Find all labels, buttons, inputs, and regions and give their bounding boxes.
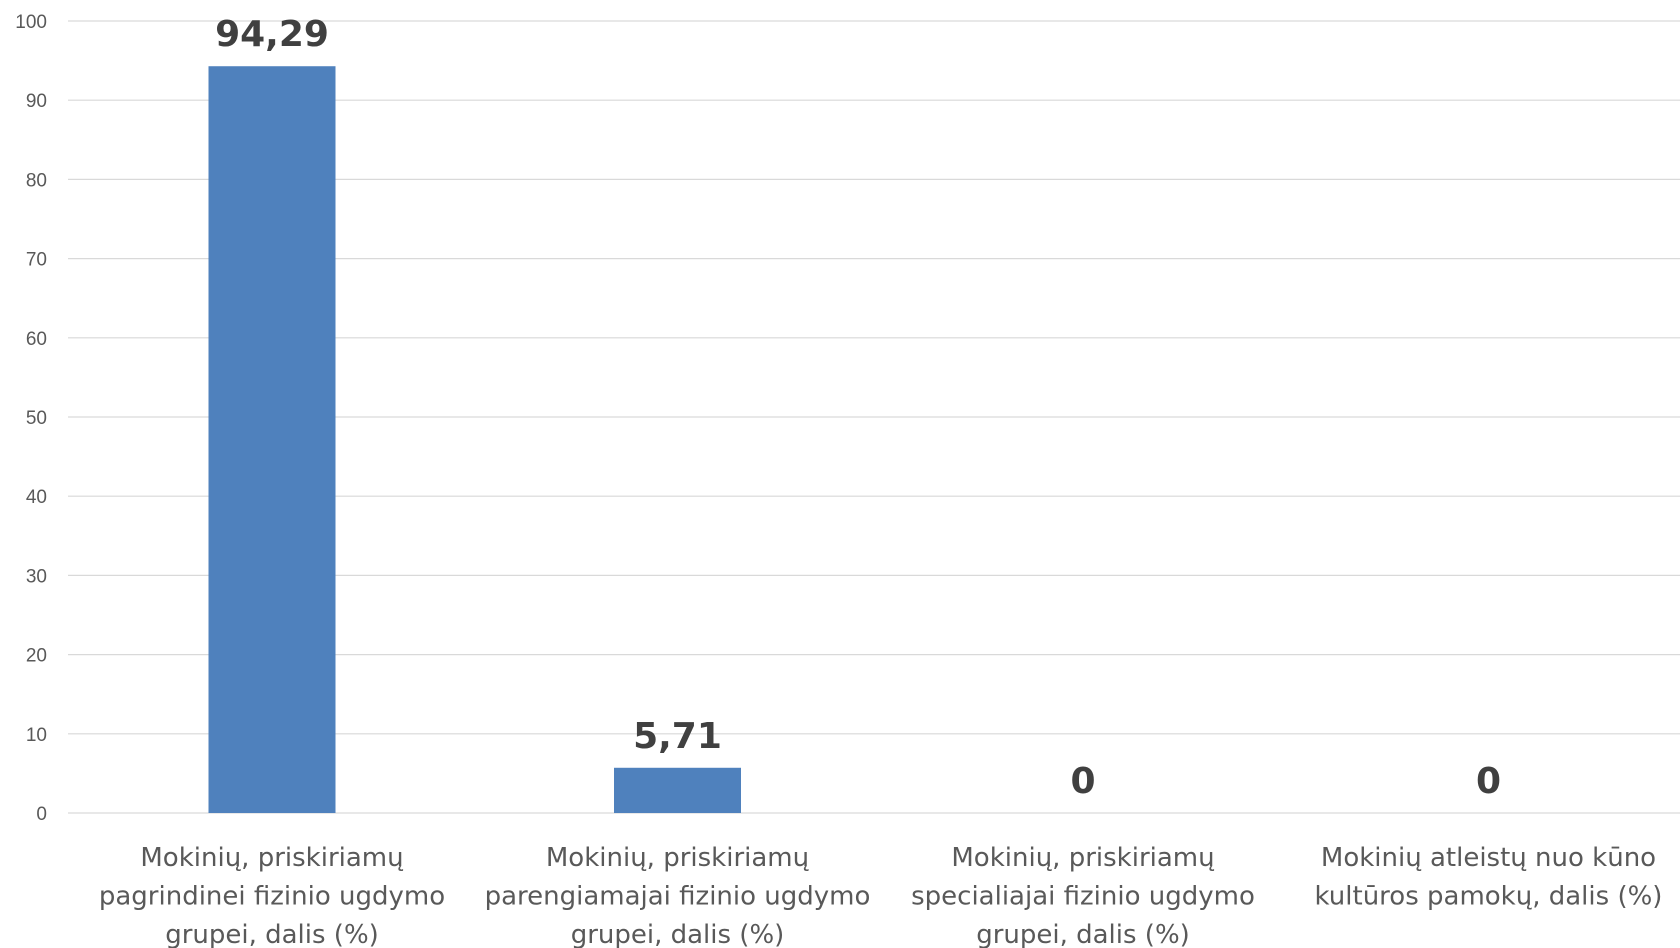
category-label: grupei, dalis (%)	[165, 920, 379, 948]
data-label-1: 5,71	[633, 716, 722, 757]
y-tick-label: 80	[26, 170, 47, 191]
category-label: Mokinių, priskiriamų	[951, 843, 1214, 873]
bars	[208, 66, 741, 813]
category-label: grupei, dalis (%)	[571, 920, 785, 948]
category-label: grupei, dalis (%)	[976, 920, 1190, 948]
y-tick-label: 10	[26, 725, 47, 746]
y-tick-label: 50	[26, 408, 47, 429]
category-label: parengiamajai fizinio ugdymo	[485, 882, 871, 912]
category-label: Mokinių, priskiriamų	[140, 843, 403, 873]
y-tick-label: 30	[26, 566, 47, 587]
y-tick-label: 70	[26, 250, 47, 271]
y-tick-label: 100	[15, 12, 47, 33]
gridlines	[68, 20, 1680, 814]
bar-0	[208, 66, 336, 813]
y-tick-label: 0	[36, 804, 47, 825]
x-axis: Mokinių, priskiriamų pagrindinei fizinio …	[99, 843, 1663, 948]
data-label-2: 0	[1070, 761, 1095, 802]
y-axis: 0 10 20 30 40 50 60 70 80 90 100	[15, 12, 47, 825]
y-tick-label: 40	[26, 487, 47, 508]
category-label: Mokinių, priskiriamų	[546, 843, 809, 873]
category-label: kultūros pamokų, dalis (%)	[1315, 882, 1663, 912]
bar-1	[614, 767, 741, 813]
category-label: Mokinių atleistų nuo kūno	[1321, 843, 1656, 873]
y-tick-label: 60	[26, 329, 47, 350]
data-label-0: 94,29	[215, 14, 329, 55]
y-tick-label: 90	[26, 91, 47, 112]
data-label-3: 0	[1476, 761, 1501, 802]
category-label: pagrindinei fizinio ugdymo	[99, 882, 445, 912]
category-label: specialiajai fizinio ugdymo	[911, 882, 1255, 912]
y-tick-label: 20	[26, 646, 47, 667]
data-labels: 94,29 5,71 0 0	[215, 14, 1501, 802]
